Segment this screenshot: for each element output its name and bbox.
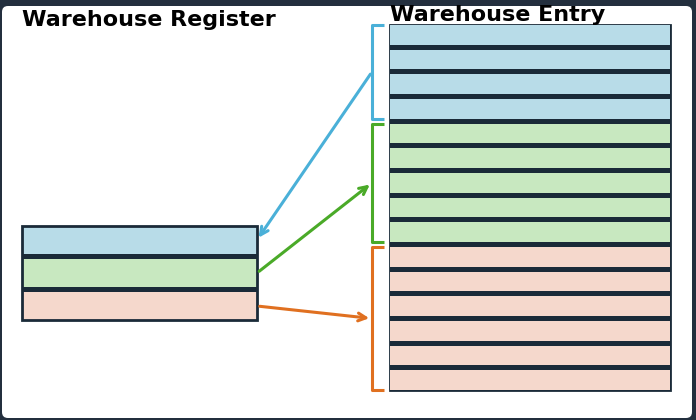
Bar	[390, 69, 670, 74]
Bar	[390, 346, 670, 365]
Bar	[390, 193, 670, 198]
Bar	[390, 321, 670, 341]
Bar	[390, 291, 670, 297]
Bar	[22, 292, 257, 320]
Bar	[22, 226, 257, 254]
Bar	[390, 217, 670, 222]
Bar	[390, 341, 670, 346]
Bar	[390, 119, 670, 123]
Text: Warehouse Entry: Warehouse Entry	[390, 5, 606, 25]
Bar	[22, 254, 257, 259]
Bar	[390, 173, 670, 193]
Bar	[390, 370, 670, 390]
Bar	[390, 25, 670, 45]
Bar	[22, 287, 257, 292]
Bar	[390, 365, 670, 370]
Bar	[390, 148, 670, 168]
Bar	[390, 74, 670, 94]
FancyBboxPatch shape	[2, 6, 692, 418]
Bar	[390, 316, 670, 321]
Bar	[390, 267, 670, 272]
Bar	[390, 143, 670, 148]
Bar	[390, 297, 670, 316]
Bar	[390, 247, 670, 267]
Bar	[390, 272, 670, 291]
Bar	[390, 50, 670, 69]
Bar	[22, 259, 257, 287]
Bar	[390, 242, 670, 247]
Bar	[22, 226, 257, 320]
Bar	[390, 222, 670, 242]
Bar	[390, 94, 670, 99]
Bar	[390, 168, 670, 173]
Bar	[390, 25, 670, 390]
Text: Warehouse Register: Warehouse Register	[22, 10, 276, 30]
Bar	[390, 123, 670, 143]
Bar	[390, 99, 670, 119]
Bar	[390, 45, 670, 50]
Bar	[390, 198, 670, 217]
